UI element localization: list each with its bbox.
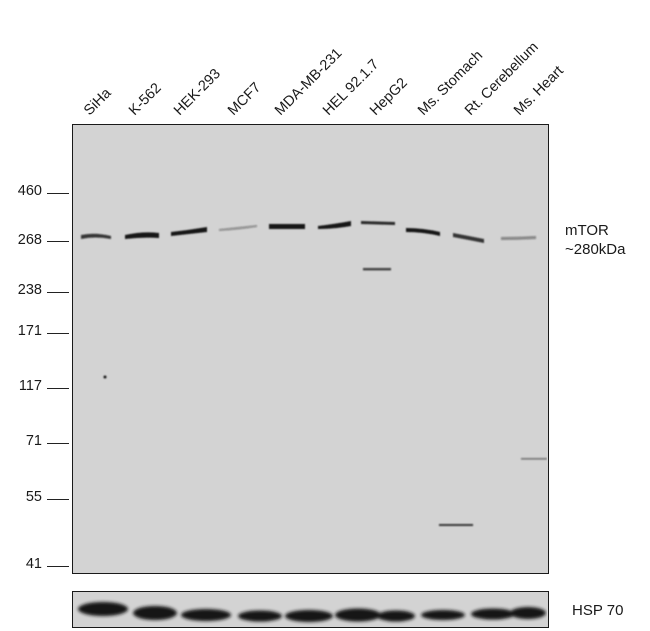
hsp70-band-rt-cerebellum: [471, 608, 515, 620]
mw-tick-171: [47, 333, 69, 334]
mw-label-71: 71: [25, 433, 42, 449]
hsp70-band-mcf7: [238, 610, 282, 622]
hsp70-band-mda-mb-231: [285, 610, 333, 622]
hsp70-band-hel-92-1-7: [335, 608, 381, 622]
mtor-blot-image: [81, 221, 547, 526]
band-hepg2: [361, 221, 395, 225]
hsp70-band-ms-stomach: [421, 610, 465, 620]
band-hepg2-lower: [363, 268, 391, 271]
band-rt-cerebellum: [453, 233, 484, 243]
band-siha: [81, 233, 111, 239]
band-ms-heart: [501, 236, 536, 240]
mw-label-238: 238: [17, 282, 42, 298]
blot-speck: [103, 375, 107, 379]
target-size: ~280kDa: [565, 241, 626, 258]
mw-tick-117: [47, 388, 69, 389]
lane-label-mcf7: MCF7: [225, 79, 265, 119]
band-rt-cerebellum-low: [439, 524, 473, 526]
hsp70-band-siha: [78, 602, 128, 616]
hsp70-band-hepg2: [377, 610, 415, 622]
band-mda-mb-231: [269, 224, 305, 229]
hsp70-band-hek293: [181, 609, 231, 621]
target-name: mTOR: [565, 222, 609, 239]
mw-tick-55: [47, 499, 69, 500]
mw-label-268: 268: [17, 232, 42, 248]
mw-label-41: 41: [25, 556, 42, 572]
hsp70-band-k562: [133, 606, 177, 620]
band-ms-stomach: [406, 228, 440, 236]
lane-label-siha: SiHa: [81, 85, 115, 119]
lane-label-k562: K-562: [126, 80, 165, 119]
band-hel-92-1-7: [318, 221, 351, 229]
mw-label-460: 460: [17, 183, 42, 199]
lane-label-hek293: HEK-293: [171, 65, 224, 119]
hsp70-blot-membrane: [72, 591, 549, 628]
band-k562: [125, 232, 159, 239]
mw-tick-460: [47, 193, 69, 194]
band-hek293: [171, 227, 207, 236]
mw-label-171: 171: [17, 323, 42, 339]
mtor-blot-membrane: [72, 124, 549, 574]
band-mcf7: [219, 225, 257, 231]
mw-tick-268: [47, 241, 69, 242]
mw-tick-238: [47, 292, 69, 293]
mw-tick-71: [47, 443, 69, 444]
hsp70-band-ms-heart: [510, 607, 546, 619]
mw-tick-41: [47, 566, 69, 567]
control-name: HSP 70: [572, 602, 624, 619]
lane-label-hepg2: HepG2: [367, 75, 411, 119]
band-ms-heart-low: [521, 458, 547, 460]
mw-label-55: 55: [25, 489, 42, 505]
mw-label-117: 117: [18, 378, 42, 394]
hsp70-blot-image: [78, 602, 546, 622]
